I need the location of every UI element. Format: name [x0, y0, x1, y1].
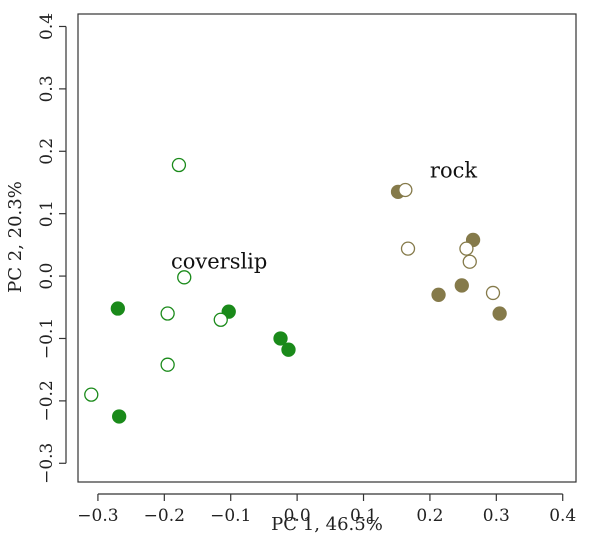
open-point: [177, 270, 192, 285]
x-tick-label: 0.1: [350, 506, 377, 526]
y-axis-title: PC 2, 20.3%: [5, 181, 26, 293]
y-tick-label: 0.0: [37, 263, 57, 290]
open-point: [400, 241, 416, 256]
annotation-label: rock: [430, 158, 477, 182]
open-point: [84, 387, 99, 402]
open-point: [213, 312, 228, 327]
filled-point: [454, 278, 469, 293]
open-point: [398, 182, 413, 198]
annotations: coverslip rock: [171, 158, 477, 273]
x-tick-label: 0.3: [483, 506, 510, 526]
y-tick-label: −0.1: [37, 318, 57, 359]
open-point: [171, 157, 187, 173]
y-tick-label: −0.3: [37, 443, 57, 484]
x-tick-label: 0.0: [284, 506, 311, 526]
filled-point: [112, 409, 127, 424]
data-points: [84, 157, 507, 424]
filled-point: [431, 287, 446, 302]
x-tick-label: −0.3: [77, 506, 118, 526]
filled-point: [281, 342, 296, 357]
axes: −0.3 −0.2 −0.1 0.0 0.1 0.2 0.3 0.4 −0.3 −0.2 −0.1 0…: [37, 13, 577, 526]
y-tick-label: 0.3: [37, 75, 57, 102]
y-tick-label: −0.2: [37, 380, 57, 421]
x-axis-title: PC 1, 46.5%: [271, 514, 383, 535]
open-point: [462, 254, 477, 269]
open-point: [459, 241, 474, 256]
filled-point: [492, 306, 507, 321]
annotation-label: coverslip: [171, 250, 267, 274]
x-tick-label: −0.2: [144, 506, 185, 526]
filled-point: [273, 331, 288, 346]
open-point: [485, 285, 501, 301]
y-tick-label: 0.1: [37, 200, 57, 227]
y-tick-label: 0.4: [37, 13, 57, 40]
x-tick-label: 0.4: [549, 506, 576, 526]
filled-point: [110, 301, 125, 316]
open-point: [160, 306, 175, 321]
x-tick-label: −0.1: [210, 506, 251, 526]
x-tick-label: 0.2: [416, 506, 443, 526]
plot-frame: [77, 13, 577, 483]
open-point: [160, 357, 175, 372]
y-tick-label: 0.2: [37, 138, 57, 165]
